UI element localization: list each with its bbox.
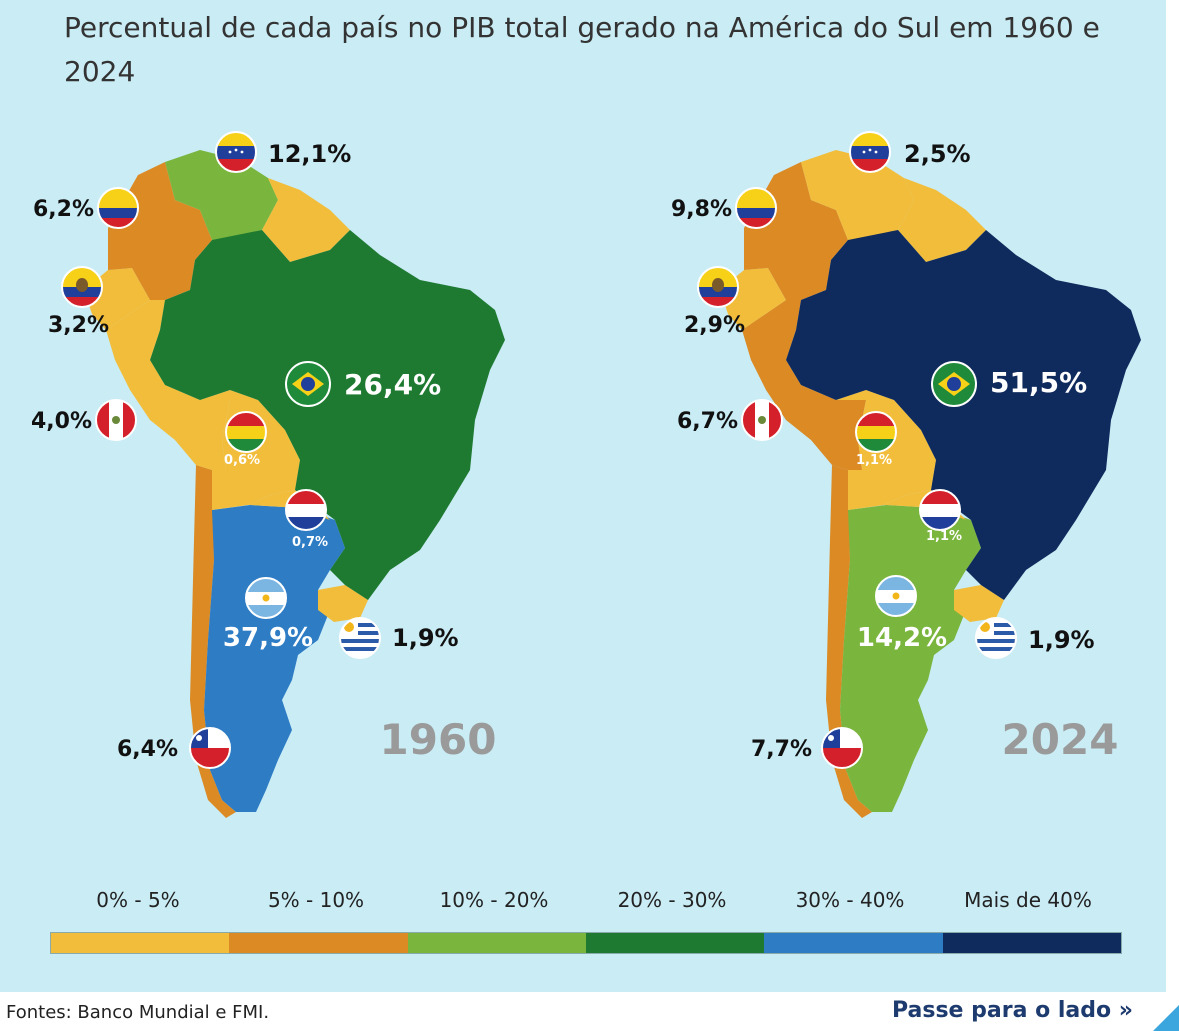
peru-value-2024: 6,7% xyxy=(677,409,738,434)
legend-label: 20% - 30% xyxy=(617,888,727,912)
peru-flag-icon xyxy=(96,400,136,440)
uruguay-value-2024: 1,9% xyxy=(1028,626,1095,654)
brazil-value-1960: 26,4% xyxy=(344,368,441,401)
legend-swatch xyxy=(407,933,586,953)
next-slide-label: Passe para o lado xyxy=(891,998,1112,1023)
region-brazil-1960 xyxy=(150,230,505,600)
double-chevron-right-icon: » xyxy=(1118,998,1133,1023)
legend-label: 30% - 40% xyxy=(795,888,905,912)
uruguay-flag-icon xyxy=(340,618,380,658)
region-argentina-1960 xyxy=(204,505,345,812)
sources-note: Fontes: Banco Mundial e FMI. xyxy=(6,1002,270,1023)
year-label-1960: 1960 xyxy=(380,715,497,764)
bolivia-flag-icon xyxy=(856,412,896,453)
argentina-value-1960: 37,9% xyxy=(223,623,313,653)
chile-value-1960: 6,4% xyxy=(117,737,178,762)
legend-label: 0% - 5% xyxy=(96,888,180,912)
region-venezuela-1960 xyxy=(165,150,278,240)
argentina-flag-icon xyxy=(876,576,916,617)
uruguay-flag-icon xyxy=(976,618,1016,658)
legend-label: Mais de 40% xyxy=(964,888,1092,912)
ecuador-value-2024: 2,9% xyxy=(684,313,745,338)
corner-fold-decoration xyxy=(1153,1005,1179,1031)
ecuador-flag-icon xyxy=(698,267,738,307)
legend-label: 5% - 10% xyxy=(267,888,365,912)
colombia-value-1960: 6,2% xyxy=(33,197,94,222)
ecuador-flag-icon xyxy=(62,267,102,307)
peru-flag-icon xyxy=(742,400,782,440)
legend-color-bar xyxy=(50,932,1122,954)
legend-swatch xyxy=(764,933,943,953)
argentina-value-2024: 14,2% xyxy=(857,623,947,653)
region-uruguay-1960 xyxy=(318,585,368,622)
bolivia-value-2024: 1,1% xyxy=(856,453,892,468)
region-peru-1960 xyxy=(106,300,230,470)
argentina-flag-icon xyxy=(246,578,286,619)
paraguay-flag-icon xyxy=(920,490,960,531)
colombia-value-2024: 9,8% xyxy=(671,197,732,222)
venezuela-value-2024: 2,5% xyxy=(904,140,971,168)
uruguay-value-1960: 1,9% xyxy=(392,624,459,652)
brazil-flag-icon xyxy=(931,361,977,407)
page-title: Percentual de cada país no PIB total ger… xyxy=(64,11,1100,88)
region-venezuela-2024 xyxy=(801,150,914,240)
paraguay-value-1960: 0,7% xyxy=(292,535,328,550)
colombia-flag-icon xyxy=(736,188,776,228)
legend-swatch xyxy=(942,933,1121,953)
ecuador-value-1960: 3,2% xyxy=(48,313,109,338)
venezuela-flag-icon xyxy=(216,132,256,173)
region-peru-2024 xyxy=(742,300,866,470)
legend-label: 10% - 20% xyxy=(439,888,549,912)
next-slide-button[interactable]: Passe para o lado » xyxy=(892,998,1133,1023)
region-uruguay-2024 xyxy=(954,585,1004,622)
bolivia-flag-icon xyxy=(226,412,266,453)
region-guianas-2024 xyxy=(898,178,986,262)
region-guianas-1960 xyxy=(262,178,350,262)
chile-flag-icon xyxy=(822,728,862,768)
brazil-flag-icon xyxy=(285,361,331,407)
brazil-value-2024: 51,5% xyxy=(990,366,1087,399)
legend-labels: 0% - 5% 5% - 10% 10% - 20% 20% - 30% 30%… xyxy=(50,888,1120,922)
maps-canvas: 12,1% 6,2% 3,2% 4,0% 0,6% 0,7% 26,4% 37,… xyxy=(31,0,1141,818)
legend-swatch xyxy=(51,933,230,953)
chile-value-2024: 7,7% xyxy=(751,737,812,762)
year-label-2024: 2024 xyxy=(1002,715,1119,764)
region-argentina-2024 xyxy=(840,505,981,812)
bolivia-value-1960: 0,6% xyxy=(224,453,260,468)
legend-swatch xyxy=(585,933,765,953)
paraguay-value-2024: 1,1% xyxy=(926,529,962,544)
colombia-flag-icon xyxy=(98,188,138,228)
venezuela-flag-icon xyxy=(850,132,890,173)
legend-swatch xyxy=(229,933,408,953)
peru-value-1960: 4,0% xyxy=(31,409,92,434)
chile-flag-icon xyxy=(190,728,230,768)
region-brazil-2024 xyxy=(786,230,1141,600)
paraguay-flag-icon xyxy=(286,490,326,531)
venezuela-value-1960: 12,1% xyxy=(268,140,351,168)
